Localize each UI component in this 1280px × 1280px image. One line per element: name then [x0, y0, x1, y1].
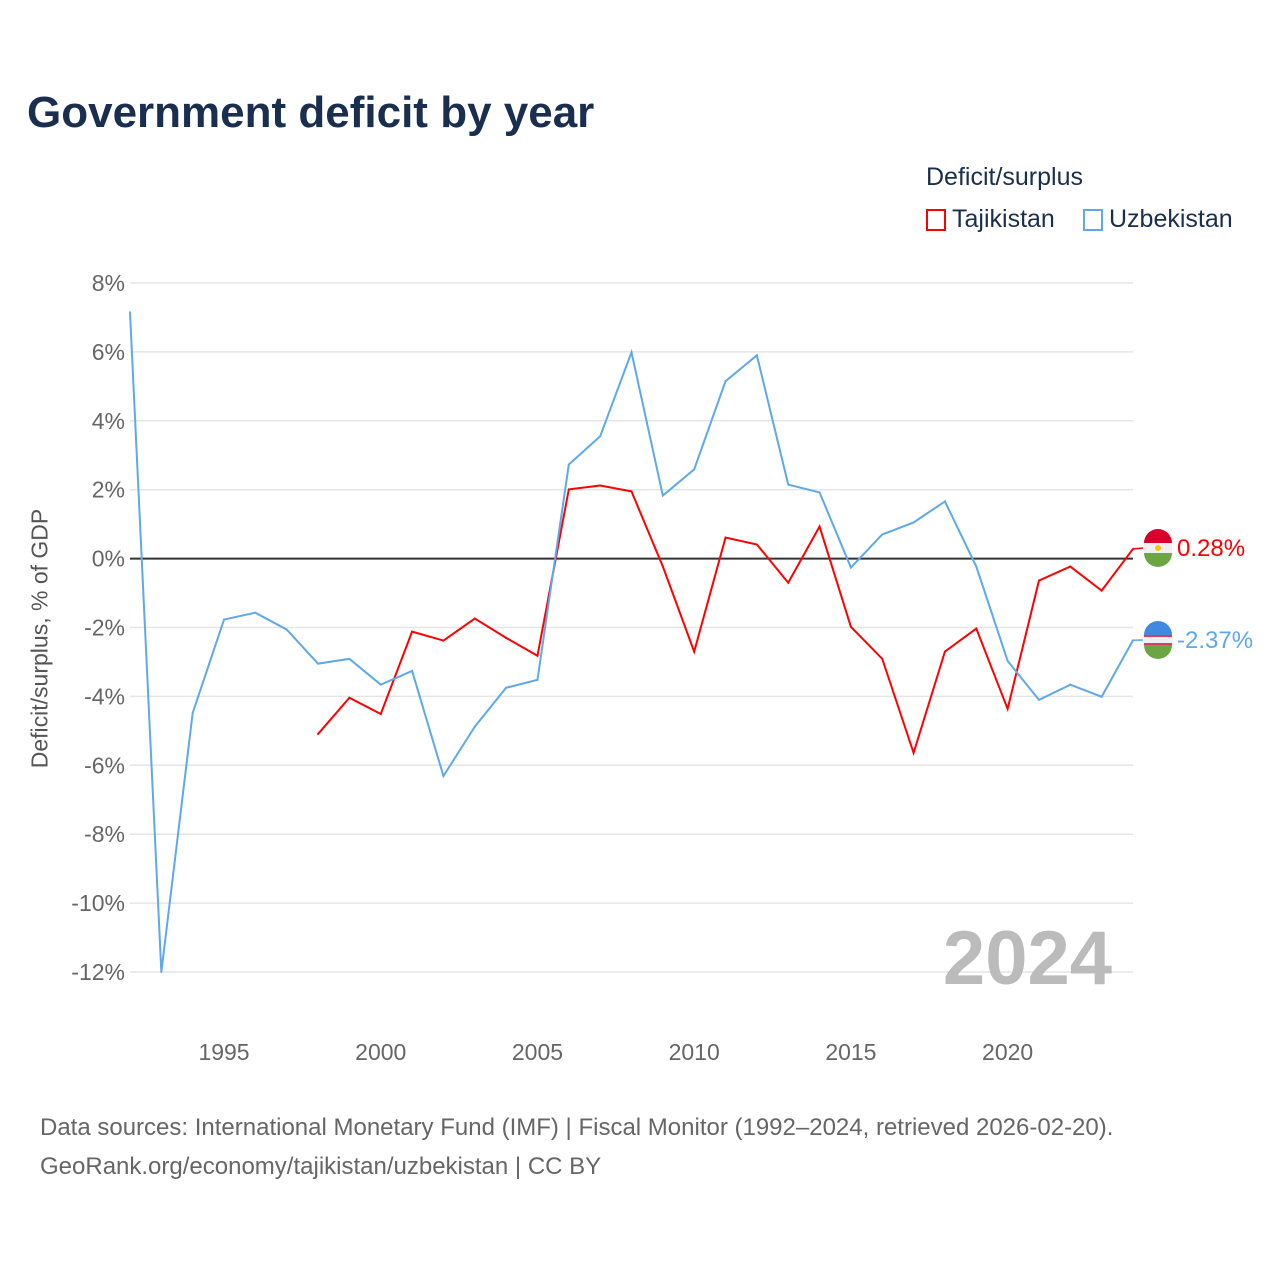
x-tick-label: 2010: [669, 1039, 720, 1065]
data-point: [379, 712, 382, 715]
data-point: [1069, 565, 1072, 568]
data-point: [348, 696, 351, 699]
legend-label: Uzbekistan: [1109, 205, 1233, 233]
x-tick-label: 2015: [825, 1039, 876, 1065]
legend-swatch: [926, 208, 946, 231]
data-point: [442, 774, 445, 777]
data-point: [223, 618, 226, 621]
flag-stripe: [1144, 645, 1172, 659]
legend-item-tajikistan[interactable]: Tajikistan: [926, 205, 1055, 234]
data-point: [975, 627, 978, 630]
data-point: [536, 654, 539, 657]
data-point: [1037, 579, 1040, 582]
legend-swatch: [1083, 208, 1103, 231]
data-point: [536, 678, 539, 681]
data-point: [912, 751, 915, 754]
data-point: [661, 494, 664, 497]
x-tick-label: 2020: [982, 1039, 1033, 1065]
data-point: [755, 354, 758, 357]
data-point: [1006, 707, 1009, 710]
data-point: [505, 686, 508, 689]
year-watermark: 2024: [943, 916, 1112, 1001]
data-point: [411, 630, 414, 633]
flag-uzbekistan-icon: [1144, 621, 1172, 635]
label-connector: [1132, 547, 1144, 550]
y-tick-label: 4%: [92, 408, 125, 434]
data-point: [285, 628, 288, 631]
legend-item-uzbekistan[interactable]: Uzbekistan: [1083, 205, 1233, 234]
data-point: [630, 490, 633, 493]
series-line-tajikistan: [317, 484, 1134, 757]
data-point: [599, 484, 602, 487]
data-point: [1100, 589, 1103, 592]
data-point: [317, 732, 320, 735]
x-tick-label: 2005: [512, 1039, 563, 1065]
flag-tajikistan-icon: [1144, 529, 1172, 543]
data-point: [755, 543, 758, 546]
data-point: [567, 488, 570, 491]
end-value-label: 0.28%: [1177, 535, 1245, 562]
data-point: [1037, 698, 1040, 701]
data-point: [881, 657, 884, 660]
y-tick-label: -4%: [84, 683, 125, 709]
flag-crown: [1155, 545, 1161, 551]
data-point: [567, 463, 570, 466]
data-point: [693, 650, 696, 653]
y-tick-label: -6%: [84, 752, 125, 778]
data-point: [160, 971, 163, 973]
y-tick-label: 6%: [92, 339, 125, 365]
data-point: [1006, 659, 1009, 662]
data-point: [317, 662, 320, 665]
end-value-label: -2.37%: [1177, 627, 1253, 654]
flag-stripe: [1144, 553, 1172, 567]
data-point: [724, 536, 727, 539]
data-point: [1100, 695, 1103, 698]
data-point: [881, 533, 884, 536]
flag-stripe: [1144, 635, 1172, 645]
x-tick-label: 1995: [198, 1039, 249, 1065]
data-point: [693, 468, 696, 471]
data-point: [442, 639, 445, 642]
y-tick-label: -12%: [71, 959, 125, 985]
data-point: [912, 521, 915, 524]
data-point: [473, 617, 476, 620]
y-tick-label: 8%: [92, 270, 125, 296]
y-tick-label: -10%: [71, 890, 125, 916]
data-point: [379, 683, 382, 686]
x-tick-label: 2000: [355, 1039, 406, 1065]
data-point: [849, 625, 852, 628]
legend-title: Deficit/surplus: [926, 163, 1083, 191]
data-point: [661, 565, 664, 568]
data-point: [473, 725, 476, 728]
data-point: [505, 636, 508, 639]
data-point: [348, 657, 351, 660]
data-point: [630, 351, 633, 354]
data-point: [818, 491, 821, 494]
source-line: Data sources: International Monetary Fun…: [40, 1114, 1114, 1141]
data-point: [787, 581, 790, 584]
y-tick-label: 0%: [92, 546, 125, 572]
data-point: [1069, 683, 1072, 686]
source-link[interactable]: GeoRank.org/economy/tajikistan/uzbekista…: [40, 1153, 602, 1180]
y-tick-label: -8%: [84, 821, 125, 847]
y-tick-label: -2%: [84, 615, 125, 641]
data-point: [411, 669, 414, 672]
source-note: Data sources: International Monetary Fun…: [40, 1108, 1113, 1186]
data-point: [818, 525, 821, 528]
data-point: [975, 565, 978, 568]
legend-label: Tajikistan: [952, 205, 1055, 233]
data-point: [191, 711, 194, 714]
data-point: [787, 483, 790, 486]
y-tick-label: 2%: [92, 477, 125, 503]
chart-title: Government deficit by year: [27, 88, 595, 137]
data-point: [724, 380, 727, 383]
data-point: [943, 650, 946, 653]
data-point: [943, 500, 946, 503]
data-point: [849, 566, 852, 569]
data-point: [129, 311, 131, 314]
data-point: [599, 435, 602, 438]
data-point: [254, 611, 257, 614]
